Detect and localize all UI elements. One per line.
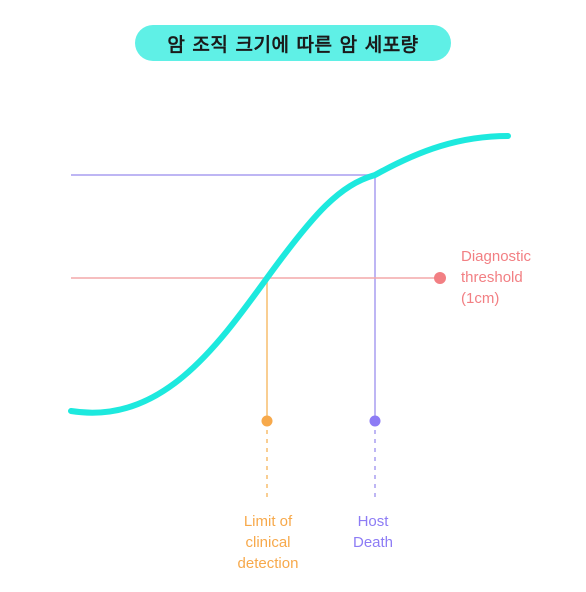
clinical-detection-marker	[261, 415, 273, 427]
tumor-growth-curve	[68, 133, 511, 416]
clinical-detection-label: Limit of clinical detection	[222, 511, 314, 574]
diagnostic-threshold-marker	[434, 272, 446, 284]
host-label-line-2: Death	[352, 534, 394, 551]
diagnostic-label-line-2: threshold	[461, 269, 523, 286]
diagnostic-threshold-label: Diagnostic threshold (1cm)	[461, 246, 531, 309]
host-death-marker	[369, 415, 381, 427]
diagnostic-label-line-3: (1cm)	[461, 290, 500, 307]
diagnostic-label-line-1: Diagnostic	[461, 248, 532, 265]
clinical-label-line-3: detection	[237, 555, 299, 572]
clinical-label-line-1: Limit of	[243, 513, 293, 530]
diagram-title: 암 조직 크기에 따른 암 세포량	[135, 25, 451, 61]
host-death-label: Host Death	[342, 511, 404, 553]
host-label-line-1: Host	[357, 513, 389, 530]
clinical-label-line-2: clinical	[245, 534, 291, 551]
